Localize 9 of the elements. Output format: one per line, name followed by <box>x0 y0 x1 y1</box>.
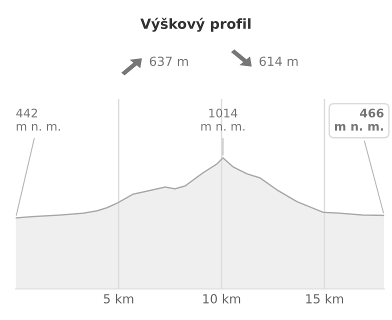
x-tick-label: 10 km <box>203 294 240 304</box>
annotation: 442 m n. m. <box>16 108 60 131</box>
x-tick-label: 5 km <box>104 294 134 304</box>
text: 614 m <box>260 56 298 66</box>
x-tick-label: 15 km <box>306 294 344 304</box>
annotation: 466 m n. m. <box>334 108 384 131</box>
chart-title: Výškový profil <box>140 18 250 32</box>
text: 637 m <box>150 56 188 66</box>
annotation: 1014 m n. m. <box>201 108 244 131</box>
